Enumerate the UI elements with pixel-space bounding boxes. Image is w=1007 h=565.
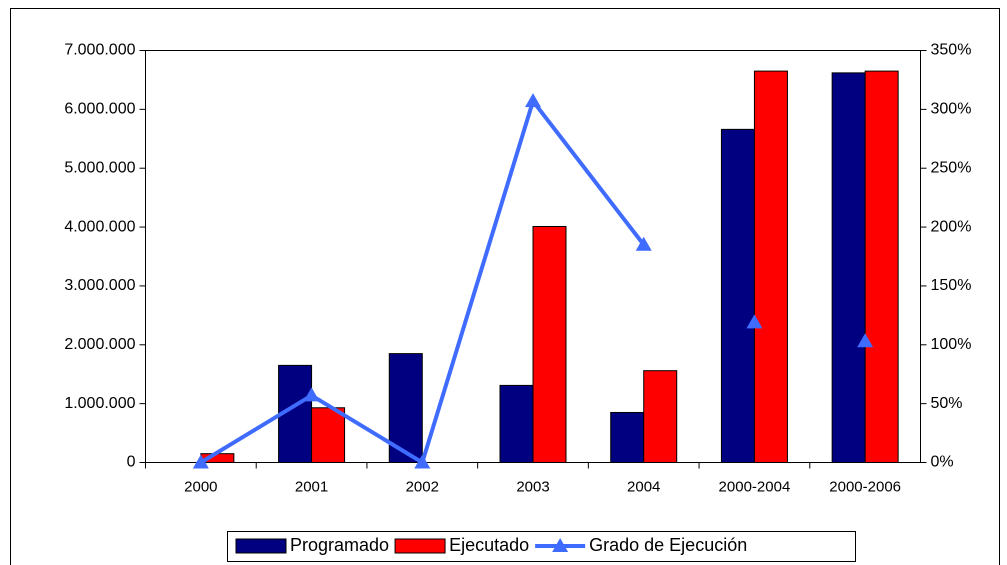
x-tick-label: 2000 [184, 478, 217, 495]
y2-tick-label: 350% [931, 42, 972, 59]
y-tick-label: 5.000.000 [64, 159, 135, 176]
bar [610, 411, 645, 464]
bar [643, 370, 678, 464]
marker [414, 454, 431, 469]
y2-tick-label: 100% [931, 336, 972, 353]
y-tick-label: 0 [127, 454, 136, 471]
x-tick-label: 2000-2006 [829, 478, 901, 495]
bar [720, 128, 755, 464]
y2-tick-label: 250% [931, 159, 972, 176]
marker [635, 236, 652, 251]
marker [192, 454, 209, 469]
marker [857, 333, 874, 348]
marker [746, 314, 763, 329]
bar [864, 70, 899, 463]
y2-tick-label: 200% [931, 218, 972, 235]
y2-tick-label: 300% [931, 101, 972, 118]
y-tick-label: 6.000.000 [64, 101, 135, 118]
legend-swatch [394, 538, 446, 554]
x-tick-label: 2004 [627, 478, 660, 495]
y2-tick-label: 150% [931, 277, 972, 294]
marker [303, 387, 320, 402]
bar [753, 70, 788, 463]
x-tick-label: 2002 [406, 478, 439, 495]
y-tick-label: 1.000.000 [64, 395, 135, 412]
x-tick-label: 2001 [295, 478, 328, 495]
bar [499, 384, 534, 464]
y2-tick-label: 0% [931, 454, 954, 471]
marker [525, 93, 541, 108]
y-tick-label: 7.000.000 [64, 42, 135, 59]
y2-tick-label: 50% [931, 395, 963, 412]
x-tick-label: 2000-2004 [719, 478, 791, 495]
y-tick-label: 4.000.000 [64, 218, 135, 235]
x-tick-label: 2003 [516, 478, 549, 495]
legend-label: Programado [290, 535, 389, 555]
bar [532, 225, 567, 463]
y-tick-label: 3.000.000 [64, 277, 135, 294]
legend-label: Grado de Ejecución [589, 535, 747, 555]
y-tick-label: 2.000.000 [64, 336, 135, 353]
legend-swatch [235, 538, 287, 554]
bar [831, 72, 866, 463]
legend-label: Ejecutado [449, 535, 529, 555]
bar [311, 407, 346, 463]
legend-marker [552, 538, 569, 552]
